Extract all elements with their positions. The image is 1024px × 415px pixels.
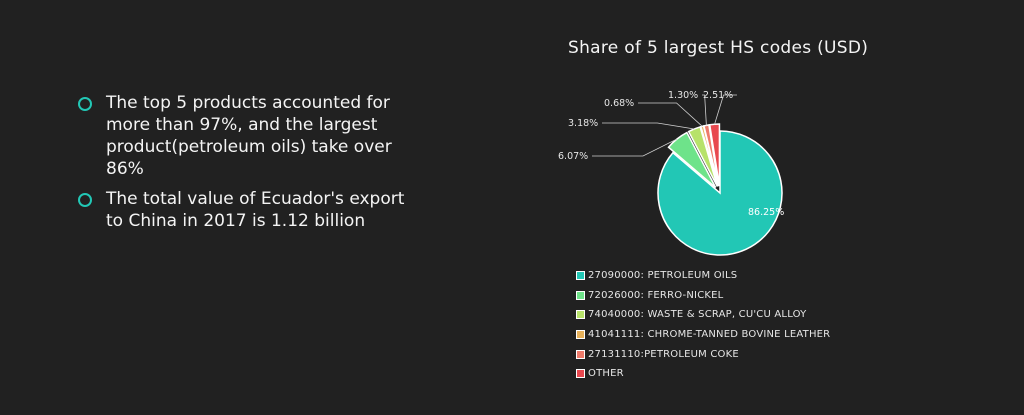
circle-bullet-icon (78, 193, 92, 207)
pie-leader-line (714, 94, 737, 125)
chart-title: Share of 5 largest HS codes (USD) (568, 38, 869, 58)
legend-swatch (576, 330, 585, 340)
bullet-text: The top 5 products accounted for more th… (106, 93, 392, 179)
legend-item[interactable]: 41041111: CHROME-TANNED BOVINE LEATHER (576, 325, 830, 345)
legend-swatch (576, 290, 585, 300)
pie-data-label: 2.51% (703, 90, 733, 101)
legend-label: 41041111: CHROME-TANNED BOVINE LEATHER (588, 329, 831, 341)
legend-label: 27090000: PETROLEUM OILS (588, 270, 738, 282)
pie-leader-line (592, 138, 678, 157)
pie-slice (657, 130, 783, 256)
legend-label: 74040000: WASTE & SCRAP, CU'CU ALLOY (588, 309, 807, 321)
pie-leader-line (702, 94, 707, 126)
pie-data-label: 3.18% (568, 118, 598, 129)
bullet-text: The total value of Ecuador's export to C… (106, 189, 405, 231)
bullet-item: The top 5 products accounted for more th… (78, 92, 418, 180)
legend-swatch (576, 369, 585, 379)
pie-data-label: 0.68% (604, 98, 634, 109)
circle-bullet-icon (78, 97, 92, 111)
pie-leader-line (602, 122, 695, 130)
legend-item[interactable]: 72026000: FERRO-NICKEL (576, 286, 830, 306)
legend-swatch (576, 349, 585, 359)
legend-swatch (576, 310, 585, 320)
pie-data-label: 6.07% (558, 151, 588, 162)
pie-leader-line (638, 102, 703, 127)
bullet-list: The top 5 products accounted for more th… (78, 92, 418, 240)
legend-label: 27131110:PETROLEUM COKE (588, 348, 739, 360)
legend-label: OTHER (588, 368, 624, 380)
legend-label: 72026000: FERRO-NICKEL (588, 289, 724, 301)
legend-item[interactable]: 27131110:PETROLEUM COKE (576, 344, 830, 364)
pie-data-label: 1.30% (668, 90, 698, 101)
legend-item[interactable]: 27090000: PETROLEUM OILS (576, 266, 830, 286)
chart-legend: 27090000: PETROLEUM OILS 72026000: FERRO-… (576, 266, 830, 384)
bullet-item: The total value of Ecuador's export to C… (78, 188, 418, 232)
legend-swatch (576, 271, 585, 281)
legend-item[interactable]: OTHER (576, 364, 830, 384)
pie-data-label: 86.25% (748, 207, 784, 218)
legend-item[interactable]: 74040000: WASTE & SCRAP, CU'CU ALLOY (576, 305, 830, 325)
